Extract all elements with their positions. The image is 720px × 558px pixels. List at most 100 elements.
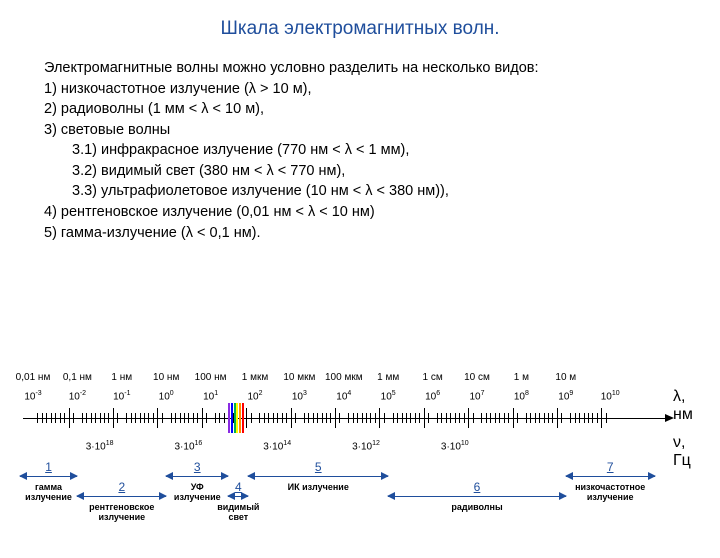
region-range-line <box>166 476 228 477</box>
minor-tick <box>370 413 371 423</box>
minor-tick <box>570 413 571 423</box>
minor-tick <box>330 413 331 423</box>
minor-tick <box>273 413 274 423</box>
wavelength-label: 1 мкм <box>242 372 268 383</box>
minor-tick <box>326 413 327 423</box>
minor-tick <box>64 413 65 423</box>
minor-tick <box>313 413 314 423</box>
minor-tick <box>42 413 43 423</box>
minor-tick <box>375 413 376 423</box>
arrow-right-icon <box>241 492 249 500</box>
minor-tick <box>481 413 482 423</box>
minor-tick <box>393 413 394 423</box>
minor-tick <box>206 413 207 423</box>
em-spectrum-chart: 0,01 нм0,1 нм1 нм10 нм100 нм1 мкм10 мкм1… <box>15 348 705 538</box>
minor-tick <box>535 413 536 423</box>
line: 3) световые волны <box>44 120 690 141</box>
minor-tick <box>188 413 189 423</box>
minor-tick <box>366 413 367 423</box>
minor-tick <box>317 413 318 423</box>
minor-tick <box>46 413 47 423</box>
frequency-label: 3·1016 <box>174 440 202 452</box>
power-label: 10-3 <box>24 390 41 402</box>
minor-tick <box>91 413 92 423</box>
power-label: 109 <box>558 390 573 402</box>
line: 2) радиоволны (1 мм < λ < 10 м), <box>44 99 690 120</box>
minor-tick <box>51 413 52 423</box>
arrow-right-icon <box>381 472 389 480</box>
minor-tick <box>424 413 425 423</box>
arrow-right-icon <box>70 472 78 480</box>
region-label: низкочастотноеизлучение <box>575 483 645 503</box>
minor-tick <box>592 413 593 423</box>
minor-tick <box>495 413 496 423</box>
region-label: радиволны <box>451 503 502 513</box>
region-label: УФизлучение <box>174 483 221 503</box>
power-label: 105 <box>381 390 396 402</box>
minor-tick <box>73 413 74 423</box>
power-label: 102 <box>247 390 262 402</box>
wavelength-label: 10 см <box>464 372 490 383</box>
minor-tick <box>402 413 403 423</box>
minor-tick <box>95 413 96 423</box>
visible-stripe <box>242 403 244 433</box>
minor-tick <box>268 413 269 423</box>
region-number: 5 <box>315 460 322 474</box>
minor-tick <box>473 413 474 423</box>
line: 1) низкочастотное излучение (λ > 10 м), <box>44 79 690 100</box>
region-range-line <box>20 476 78 477</box>
visible-stripe <box>231 403 233 433</box>
wavelength-label: 0,01 нм <box>16 372 51 383</box>
arrow-right-icon <box>559 492 567 500</box>
minor-tick <box>180 413 181 423</box>
power-label: 103 <box>292 390 307 402</box>
minor-tick <box>490 413 491 423</box>
power-label: 106 <box>425 390 440 402</box>
minor-tick <box>548 413 549 423</box>
minor-tick <box>215 413 216 423</box>
minor-tick <box>308 413 309 423</box>
minor-tick <box>455 413 456 423</box>
minor-tick <box>513 413 514 423</box>
visible-stripe <box>234 403 236 433</box>
line: 3.1) инфракрасное излучение (770 нм < λ … <box>44 140 690 161</box>
arrow-left-icon <box>165 472 173 480</box>
minor-tick <box>561 413 562 423</box>
minor-tick <box>113 413 114 423</box>
minor-tick <box>486 413 487 423</box>
wavelength-label: 0,1 нм <box>63 372 92 383</box>
minor-tick <box>517 413 518 423</box>
region-range-line <box>388 496 566 497</box>
minor-tick <box>126 413 127 423</box>
minor-tick <box>82 413 83 423</box>
minor-tick <box>397 413 398 423</box>
arrow-right-icon <box>159 492 167 500</box>
minor-tick <box>584 413 585 423</box>
minor-tick <box>446 413 447 423</box>
minor-tick <box>468 413 469 423</box>
minor-tick <box>282 413 283 423</box>
minor-tick <box>544 413 545 423</box>
frequency-label: 3·1010 <box>441 440 469 452</box>
region-number: 7 <box>607 460 614 474</box>
frequency-label: 3·1014 <box>263 440 291 452</box>
minor-tick <box>601 413 602 423</box>
frequency-label: 3·1012 <box>352 440 380 452</box>
arrow-left-icon <box>76 492 84 500</box>
arrow-left-icon <box>387 492 395 500</box>
power-label: 10-1 <box>113 390 130 402</box>
power-label: 104 <box>336 390 351 402</box>
minor-tick <box>148 413 149 423</box>
minor-tick <box>251 413 252 423</box>
arrow-right-icon <box>221 472 229 480</box>
power-label: 107 <box>469 390 484 402</box>
minor-tick <box>193 413 194 423</box>
minor-tick <box>579 413 580 423</box>
minor-tick <box>339 413 340 423</box>
minor-tick <box>322 413 323 423</box>
wavelength-label: 10 нм <box>153 372 179 383</box>
axis-line <box>23 418 665 419</box>
minor-tick <box>69 413 70 423</box>
minor-tick <box>286 413 287 423</box>
visible-stripe <box>228 403 230 433</box>
